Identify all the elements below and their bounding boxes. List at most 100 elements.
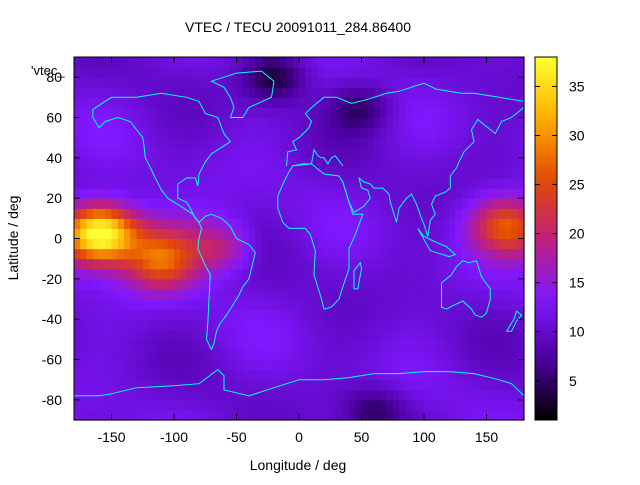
- heatmap-cell: [361, 258, 369, 270]
- heatmap-cell: [205, 198, 213, 209]
- heatmap-cell: [511, 268, 519, 280]
- heatmap-cell: [261, 309, 269, 320]
- heatmap-cell: [467, 107, 475, 119]
- heatmap-cell: [486, 389, 494, 401]
- heatmap-cell: [492, 288, 500, 300]
- heatmap-cell: [361, 188, 369, 199]
- heatmap-cell: [374, 198, 381, 209]
- heatmap-cell: [317, 198, 325, 209]
- heatmap-cell: [499, 57, 506, 68]
- heatmap-cell: [105, 349, 113, 361]
- heatmap-cell: [86, 228, 94, 240]
- heatmap-cell: [417, 268, 425, 280]
- heatmap-cell: [430, 319, 438, 330]
- x-tick-label: 100: [412, 429, 436, 445]
- heatmap-cell: [174, 268, 181, 280]
- heatmap-cell: [392, 87, 400, 98]
- heatmap-cell: [167, 157, 175, 169]
- heatmap-cell: [86, 359, 94, 371]
- heatmap-cell: [274, 309, 281, 320]
- heatmap-cell: [436, 67, 444, 78]
- heatmap-cell: [92, 87, 100, 98]
- heatmap-cell: [99, 77, 106, 88]
- heatmap-cell: [142, 228, 150, 240]
- heatmap-cell: [467, 188, 475, 199]
- heatmap-cell: [80, 198, 88, 209]
- heatmap-cell: [292, 157, 300, 169]
- heatmap-cell: [124, 218, 131, 230]
- heatmap-cell: [99, 359, 106, 371]
- heatmap-cell: [442, 107, 450, 119]
- heatmap-cell: [330, 278, 338, 290]
- colorbar-tick-label: 30: [569, 127, 585, 143]
- heatmap-cell: [192, 67, 200, 78]
- heatmap-cell: [192, 288, 200, 300]
- heatmap-cell: [436, 339, 444, 351]
- heatmap-cell: [86, 67, 94, 78]
- heatmap-cell: [511, 238, 519, 250]
- heatmap-cell: [199, 188, 206, 199]
- heatmap-cell: [411, 278, 419, 290]
- heatmap-cell: [517, 157, 525, 169]
- heatmap-cell: [236, 208, 244, 219]
- heatmap-cell: [399, 379, 406, 391]
- heatmap-cell: [255, 389, 263, 401]
- heatmap-cell: [342, 57, 350, 68]
- heatmap-cell: [224, 67, 231, 78]
- heatmap-cell: [430, 268, 438, 280]
- heatmap-cell: [230, 288, 238, 300]
- heatmap-cell: [442, 278, 450, 290]
- heatmap-cell: [99, 107, 106, 119]
- heatmap-cell: [492, 137, 500, 149]
- heatmap-cell: [417, 87, 425, 98]
- heatmap-cell: [199, 409, 206, 421]
- heatmap-cell: [142, 127, 150, 139]
- heatmap-cell: [480, 218, 488, 230]
- heatmap-cell: [305, 389, 313, 401]
- heatmap-cell: [349, 107, 356, 119]
- coast-madagascar: [353, 261, 363, 290]
- heatmap-cell: [455, 67, 463, 78]
- heatmap-cell: [130, 167, 138, 179]
- heatmap-cell: [405, 178, 413, 189]
- heatmap-cell: [217, 238, 225, 250]
- heatmap-cell: [124, 349, 131, 361]
- heatmap-cell: [492, 248, 500, 260]
- heatmap-cell: [180, 359, 188, 371]
- heatmap-cell: [211, 107, 219, 119]
- heatmap-cell: [74, 77, 81, 88]
- heatmap-cell: [242, 288, 250, 300]
- heatmap-cell: [261, 258, 269, 270]
- heatmap-cell: [349, 178, 356, 189]
- heatmap-cell: [467, 329, 475, 340]
- heatmap-cell: [136, 157, 144, 169]
- heatmap-cell: [367, 137, 375, 149]
- heatmap-cell: [317, 208, 325, 219]
- heatmap-cell: [292, 87, 300, 98]
- heatmap-cell: [217, 379, 225, 391]
- heatmap-cell: [249, 288, 256, 300]
- heatmap-cell: [386, 319, 394, 330]
- heatmap-cell: [286, 87, 294, 98]
- heatmap-cell: [249, 379, 256, 391]
- heatmap-cell: [205, 208, 213, 219]
- heatmap-cell: [455, 399, 463, 411]
- heatmap-cell: [167, 228, 175, 240]
- heatmap-cell: [111, 188, 119, 199]
- heatmap-cell: [392, 157, 400, 169]
- heatmap-cell: [236, 369, 244, 381]
- heatmap-cell: [511, 167, 519, 179]
- heatmap-cell: [167, 349, 175, 361]
- heatmap-cell: [180, 57, 188, 68]
- heatmap-cell: [74, 389, 81, 401]
- heatmap-cell: [480, 157, 488, 169]
- heatmap-cell: [349, 238, 356, 250]
- heatmap-cell: [142, 238, 150, 250]
- heatmap-cell: [174, 147, 181, 159]
- heatmap-cell: [174, 399, 181, 411]
- heatmap-cell: [267, 238, 275, 250]
- heatmap-cell: [161, 339, 169, 351]
- heatmap-cell: [149, 208, 156, 219]
- heatmap-cell: [230, 309, 238, 320]
- heatmap-cell: [299, 288, 306, 300]
